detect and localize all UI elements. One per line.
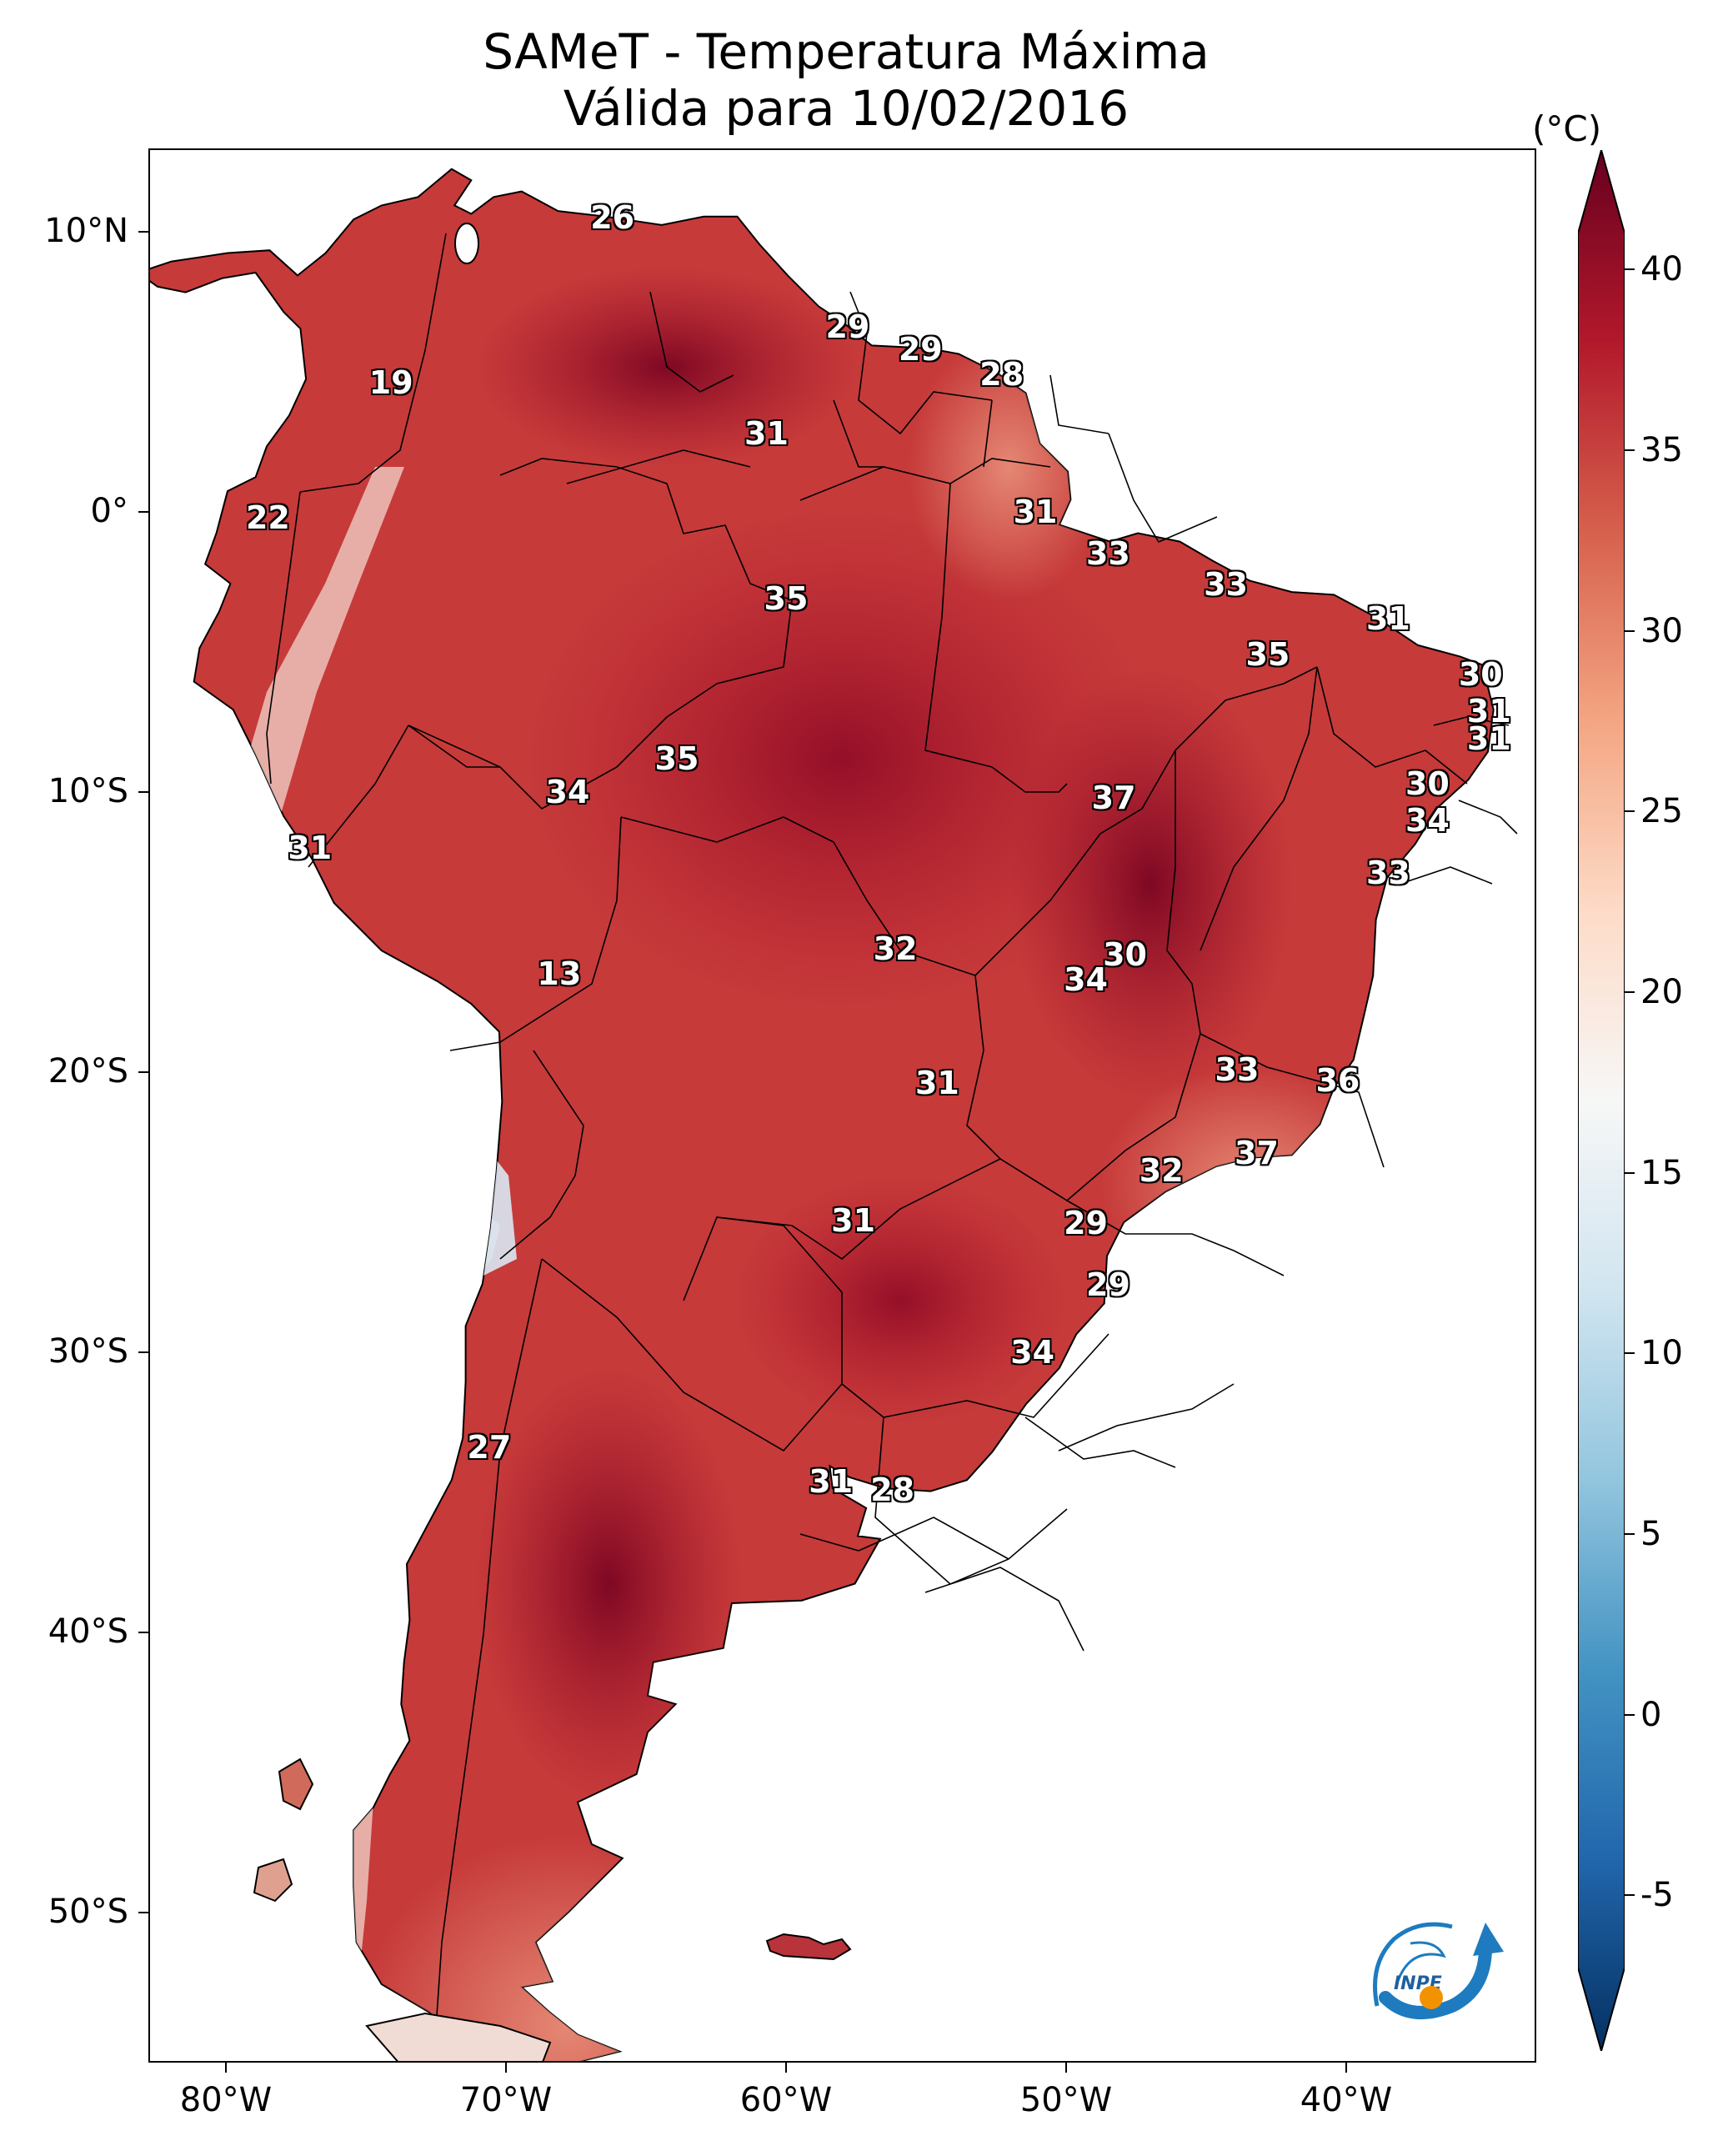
temperature-point-label: 35 bbox=[764, 580, 809, 618]
temperature-point-label: 33 bbox=[1215, 1050, 1260, 1088]
temperature-point-label: 31 bbox=[1013, 494, 1058, 530]
map-canvas bbox=[150, 168, 1518, 2061]
lon-tick-mark bbox=[225, 2063, 227, 2073]
lat-tick-label: 10°S bbox=[48, 772, 128, 810]
temperature-point-label: 29 bbox=[825, 308, 870, 346]
temperature-point-label: 29 bbox=[898, 331, 943, 369]
lat-tick-mark bbox=[138, 231, 148, 233]
colorbar-tick-label: 5 bbox=[1640, 1515, 1662, 1553]
colorbar bbox=[1578, 150, 1625, 2051]
colorbar-tick-label: 40 bbox=[1640, 250, 1683, 289]
lon-tick-label: 60°W bbox=[739, 2081, 833, 2119]
colorbar-unit: (°C) bbox=[1532, 108, 1602, 149]
lon-tick-label: 40°W bbox=[1300, 2081, 1393, 2119]
colorbar-tick-label: -5 bbox=[1640, 1876, 1674, 1915]
colorbar-tick-label: 25 bbox=[1640, 792, 1683, 831]
temperature-point-label: 29 bbox=[1064, 1205, 1108, 1242]
temperature-point-label: 31 bbox=[744, 414, 789, 452]
temperature-point-label: 31 bbox=[1466, 692, 1511, 730]
colorbar-tick-mark bbox=[1625, 629, 1635, 632]
temperature-point-label: 31 bbox=[1466, 720, 1511, 758]
temperature-point-label: 31 bbox=[809, 1462, 854, 1500]
lon-tick-mark bbox=[505, 2063, 507, 2073]
temperature-point-label: 31 bbox=[1365, 599, 1410, 637]
lat-tick-label: 10°N bbox=[44, 212, 128, 250]
temperature-point-label: 33 bbox=[1085, 535, 1130, 573]
lon-tick-label: 80°W bbox=[179, 2081, 273, 2119]
temperature-point-label: 35 bbox=[654, 740, 699, 777]
temperature-point-label: 36 bbox=[1315, 1062, 1360, 1100]
lat-tick-mark bbox=[138, 1912, 148, 1913]
colorbar-tick-mark bbox=[1625, 1894, 1635, 1897]
lat-tick-label: 40°S bbox=[48, 1612, 128, 1651]
lat-tick-label: 50°S bbox=[48, 1893, 128, 1931]
temperature-point-label: 28 bbox=[979, 356, 1024, 394]
temperature-point-label: 27 bbox=[467, 1429, 512, 1467]
colorbar-tick-label: 35 bbox=[1640, 431, 1683, 469]
temperature-point-label: 34 bbox=[545, 774, 590, 810]
temperature-point-label: 31 bbox=[831, 1202, 876, 1240]
temperature-point-label: 19 bbox=[368, 364, 413, 402]
lake-maracaibo bbox=[454, 223, 479, 264]
temperature-point-label: 29 bbox=[1085, 1266, 1130, 1304]
colorbar-tick-mark bbox=[1625, 268, 1635, 271]
political-borders bbox=[266, 233, 1518, 2061]
colorbar-tick-label: 15 bbox=[1640, 1153, 1683, 1192]
lon-tick-mark bbox=[785, 2063, 787, 2073]
lat-tick-mark bbox=[138, 511, 148, 513]
temperature-point-label: 31 bbox=[288, 830, 333, 867]
temperature-point-label: 34 bbox=[1405, 801, 1450, 839]
temperature-point-label: 37 bbox=[1235, 1135, 1279, 1172]
lat-tick-label: 30°S bbox=[48, 1332, 128, 1371]
lat-tick-mark bbox=[138, 1071, 148, 1073]
inpe-logo: INPE bbox=[1373, 1922, 1504, 2019]
temperature-point-label: 30 bbox=[1103, 935, 1147, 973]
lat-tick-mark bbox=[138, 791, 148, 793]
temperature-point-label: 13 bbox=[537, 955, 582, 993]
colorbar-tick-mark bbox=[1625, 1713, 1635, 1716]
colorbar-tick-label: 0 bbox=[1640, 1695, 1662, 1734]
lon-tick-label: 70°W bbox=[459, 2081, 553, 2119]
colorbar-tick-label: 20 bbox=[1640, 973, 1683, 1011]
lon-tick-mark bbox=[1065, 2063, 1067, 2073]
colorbar-tick-mark bbox=[1625, 991, 1635, 993]
temperature-point-label: 37 bbox=[1091, 779, 1136, 816]
colorbar-tick-label: 10 bbox=[1640, 1334, 1683, 1373]
temperature-point-label: 32 bbox=[873, 930, 918, 968]
map-title: SAMeT - Temperatura Máxima bbox=[483, 23, 1210, 80]
temperature-point-label: 32 bbox=[1139, 1151, 1184, 1189]
temperature-point-label: 30 bbox=[1458, 655, 1503, 693]
temperature-point-label: 28 bbox=[870, 1471, 915, 1508]
colorbar-tick-mark bbox=[1625, 810, 1635, 813]
map-panel bbox=[148, 148, 1536, 2063]
temperature-point-label: 35 bbox=[1245, 636, 1290, 674]
temperature-point-label: 31 bbox=[914, 1065, 959, 1102]
lat-tick-label: 20°S bbox=[48, 1052, 128, 1091]
colorbar-tick-mark bbox=[1625, 449, 1635, 451]
falkland-islands bbox=[765, 1933, 852, 1961]
temperature-point-label: 30 bbox=[1405, 765, 1450, 802]
colorbar-tick-mark bbox=[1625, 1171, 1635, 1174]
colorbar-body bbox=[1578, 150, 1625, 2051]
temperature-point-label: 22 bbox=[245, 499, 290, 536]
lat-tick-mark bbox=[138, 1351, 148, 1353]
colorbar-tick-mark bbox=[1625, 1533, 1635, 1535]
lat-tick-label: 0° bbox=[90, 492, 128, 530]
temperature-point-label: 34 bbox=[1064, 961, 1108, 999]
lon-tick-mark bbox=[1345, 2063, 1347, 2073]
colorbar-tick-label: 30 bbox=[1640, 611, 1683, 650]
lat-tick-mark bbox=[138, 1632, 148, 1633]
temperature-point-label: 33 bbox=[1204, 566, 1248, 604]
temperature-point-label: 34 bbox=[1010, 1334, 1055, 1371]
map-subtitle: Válida para 10/02/2016 bbox=[563, 80, 1129, 137]
temperature-point-label: 26 bbox=[590, 199, 635, 237]
temperature-point-label: 33 bbox=[1365, 855, 1410, 892]
lon-tick-label: 50°W bbox=[1019, 2081, 1113, 2119]
colorbar-tick-mark bbox=[1625, 1352, 1635, 1355]
